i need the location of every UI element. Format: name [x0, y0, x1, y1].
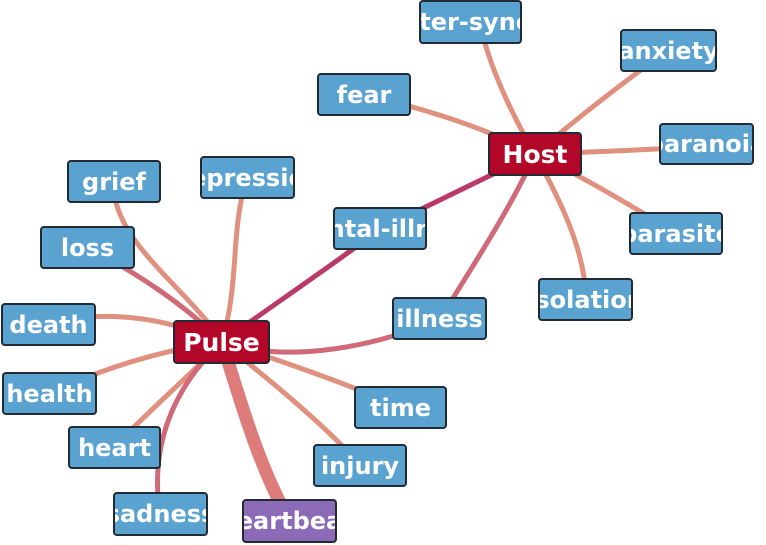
edge-pulse-sadness — [155, 339, 225, 517]
hub-node-host[interactable]: Host — [488, 132, 582, 176]
node-loss[interactable]: loss — [40, 226, 135, 269]
node-fear[interactable]: fear — [317, 73, 411, 116]
node-heart[interactable]: heart — [68, 426, 161, 469]
node-illness[interactable]: illness — [392, 297, 487, 340]
node-health[interactable]: health — [2, 372, 97, 415]
node-time[interactable]: time — [354, 386, 447, 429]
edge-pulse-depression — [219, 175, 250, 345]
node-death[interactable]: death — [1, 303, 96, 346]
node-isolation[interactable]: isolation — [538, 278, 633, 321]
node-mental-illness[interactable]: ntal-illn — [333, 207, 427, 250]
hub-node-pulse[interactable]: Pulse — [173, 320, 270, 364]
node-grief[interactable]: grief — [67, 160, 161, 203]
node-alter-syndrome[interactable]: lter-sync — [419, 0, 522, 44]
node-paranoia[interactable]: paranoia — [659, 123, 754, 165]
node-anxiety[interactable]: anxiety — [620, 29, 717, 72]
node-injury[interactable]: injury — [313, 444, 407, 487]
node-heartbeat[interactable]: eartbea — [242, 499, 337, 543]
node-parasite[interactable]: parasite — [629, 212, 723, 255]
node-depression[interactable]: epressio — [200, 156, 295, 199]
node-sadness[interactable]: sadness — [113, 492, 208, 536]
